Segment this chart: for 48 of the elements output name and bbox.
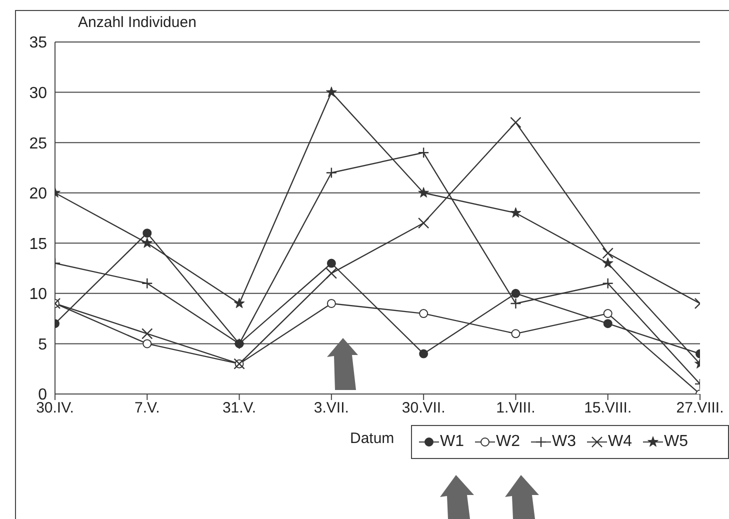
point bbox=[602, 278, 614, 289]
y-axis-title: Anzahl Individuen bbox=[78, 14, 196, 31]
point bbox=[510, 207, 522, 218]
y-tick-label: 15 bbox=[29, 236, 48, 253]
x-tick-label: 15.VIII. bbox=[584, 400, 632, 417]
point bbox=[418, 147, 430, 158]
y-tick-label: 5 bbox=[38, 336, 48, 354]
x-tick-label: 31.V. bbox=[222, 400, 256, 417]
point bbox=[419, 349, 428, 358]
y-tick-label: 30 bbox=[29, 84, 48, 102]
legend-label: W2 bbox=[496, 433, 520, 451]
point bbox=[326, 258, 336, 268]
point bbox=[510, 298, 522, 310]
x-tick-label: 7.V. bbox=[134, 400, 160, 417]
x-axis-title: Datum bbox=[350, 430, 394, 447]
point bbox=[510, 116, 522, 128]
point bbox=[326, 268, 338, 279]
y-tick-label: 20 bbox=[29, 186, 48, 203]
point bbox=[419, 309, 428, 318]
point bbox=[326, 298, 336, 308]
x-tick-label: 30.IV. bbox=[36, 400, 74, 417]
x-tick-label: 1.VIII. bbox=[496, 400, 536, 417]
point bbox=[142, 228, 152, 238]
legend-label: W5 bbox=[664, 433, 688, 451]
point bbox=[511, 329, 520, 338]
x-tick-label: 30.VII. bbox=[402, 400, 446, 417]
point bbox=[326, 167, 338, 178]
point bbox=[142, 278, 153, 289]
point bbox=[326, 86, 337, 97]
x-tick-label: 3.VII. bbox=[314, 400, 349, 417]
point bbox=[234, 298, 245, 308]
point bbox=[142, 328, 153, 340]
legend-label: W3 bbox=[552, 433, 576, 451]
point bbox=[602, 248, 614, 259]
point bbox=[142, 339, 152, 348]
legend-label: W4 bbox=[608, 433, 632, 451]
x-tick-label: 27.VIII. bbox=[676, 400, 724, 417]
point bbox=[602, 258, 614, 268]
legend-label: W1 bbox=[440, 433, 464, 451]
y-tick-label: 10 bbox=[29, 286, 48, 304]
y-tick-label: 25 bbox=[29, 135, 48, 152]
point bbox=[603, 319, 612, 328]
point bbox=[418, 217, 430, 229]
point bbox=[418, 187, 430, 198]
y-tick-label: 35 bbox=[29, 34, 48, 52]
point bbox=[603, 309, 612, 318]
point bbox=[142, 237, 153, 248]
point bbox=[511, 288, 520, 298]
